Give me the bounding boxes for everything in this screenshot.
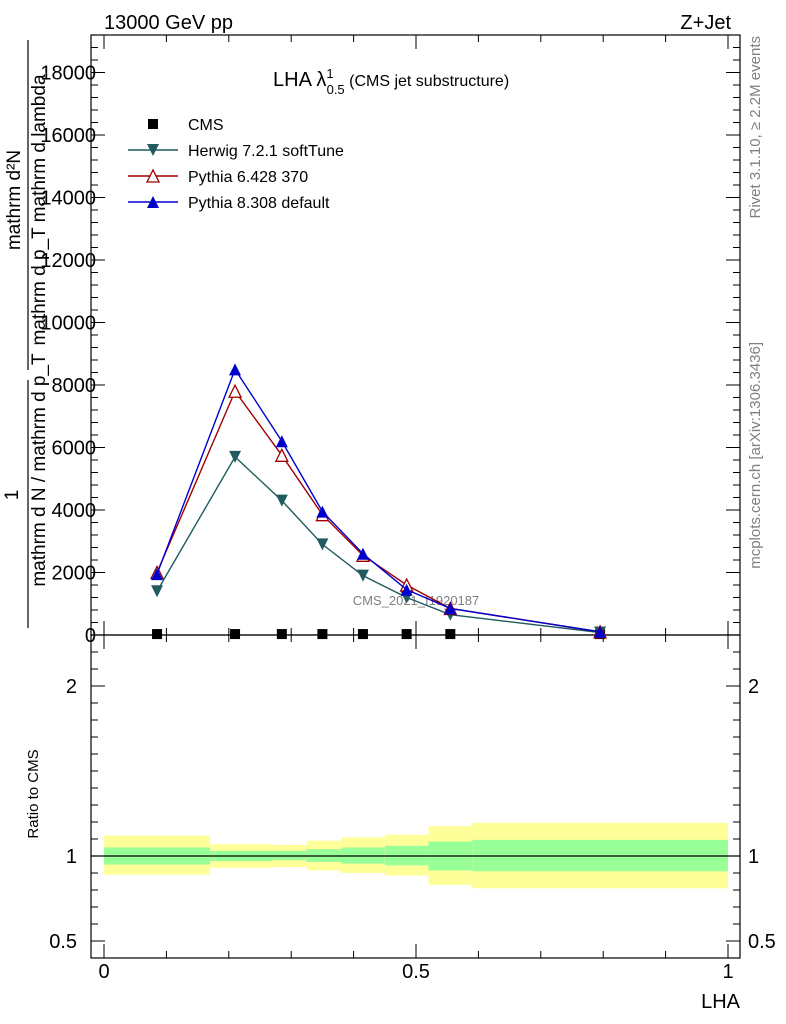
ylabel-denominator: mathrm d N / mathrm d p_T <box>29 353 50 587</box>
rivet-label: Rivet 3.1.10, ≥ 2.2M events <box>747 36 764 219</box>
series-3-point-5 <box>400 583 413 596</box>
series-2-point-2 <box>274 447 289 462</box>
legend-label-2: Pythia 6.428 370 <box>188 169 308 186</box>
series-0-point-5 <box>401 629 412 640</box>
axis-ticks <box>91 34 740 958</box>
series-0-point-6 <box>445 629 456 640</box>
ratio-y-label: Ratio to CMS <box>25 749 42 838</box>
xtick-label-1: 0.5 <box>402 961 430 983</box>
series-1-point-4 <box>356 569 369 582</box>
y-tick-labels: 0 2000 4000 6000 8000 10000 12000 14000 16000 180… <box>40 63 96 648</box>
series-0-point-3 <box>317 629 328 640</box>
ytick-label-4: 8000 <box>52 375 97 397</box>
series-1-point-0 <box>151 585 164 598</box>
series-0-point-4 <box>357 629 368 640</box>
ytick-label-7: 14000 <box>40 188 96 210</box>
legend-label-3: Pythia 8.308 default <box>188 195 330 212</box>
ratio-tick-labels: 0.5 0.5 1 1 2 2 <box>49 676 776 953</box>
series-0 <box>152 629 606 640</box>
ratio-plot-frame <box>90 634 741 959</box>
series-3-point-6 <box>444 602 457 615</box>
series-1-point-3 <box>316 538 329 551</box>
legend-label-1: Herwig 7.2.1 softTune <box>188 143 344 160</box>
ytick-label-5: 10000 <box>40 313 96 335</box>
series-1-point-1 <box>229 450 242 463</box>
ytick-label-0: 0 <box>85 625 96 647</box>
ylabel-top-denominator: mathrm d p_T mathrm d lambda <box>29 74 50 345</box>
series-line-3 <box>156 367 601 633</box>
series-3 <box>151 363 607 638</box>
ylabel-top-numerator: mathrm d²N <box>4 150 25 250</box>
ytick-label-9: 18000 <box>40 63 96 85</box>
series-line-1 <box>156 455 601 634</box>
x-axis-label: LHA <box>701 991 741 1013</box>
legend-marker-0 <box>148 119 158 129</box>
legend-label-0: CMS <box>188 117 224 134</box>
series-0-point-2 <box>276 629 287 640</box>
ytick-label-3: 6000 <box>52 438 97 460</box>
title-subscript: 0.5 <box>327 82 345 97</box>
ratio-tick-label-left-1: 1 <box>66 846 77 868</box>
legend-marker-3 <box>147 196 159 208</box>
series-3-point-7 <box>594 625 607 638</box>
ytick-label-2: 4000 <box>52 500 97 522</box>
ytick-label-1: 2000 <box>52 563 97 585</box>
ratio-tick-label-left-0: 0.5 <box>49 931 77 953</box>
ytick-label-6: 12000 <box>40 250 96 272</box>
series-0-point-0 <box>152 629 163 640</box>
ratio-tick-label-right-0: 0.5 <box>748 931 776 953</box>
mcplots-label: mcplots.cern.ch [arXiv:1306.3436] <box>747 342 764 569</box>
x-tick-labels: 0 0.5 1 <box>98 961 733 983</box>
series-line-2 <box>156 389 601 633</box>
legend-marker-1 <box>147 144 159 156</box>
series-3-point-3 <box>316 505 329 518</box>
title-main: LHA λ <box>273 69 326 91</box>
series-1-point-2 <box>275 494 288 507</box>
ytick-label-8: 16000 <box>40 125 96 147</box>
ratio-tick-label-left-2: 2 <box>66 676 77 698</box>
xtick-label-2: 1 <box>722 961 733 983</box>
ylabel-numerator: 1 <box>2 490 23 501</box>
legend-marker-2 <box>145 168 161 183</box>
series-3-point-2 <box>275 435 288 448</box>
series-3-point-1 <box>229 363 242 376</box>
series-3-point-0 <box>151 568 164 581</box>
header-process: Z+Jet <box>680 12 731 34</box>
legend: CMS Herwig 7.2.1 softTune Pythia 6.428 370… <box>128 117 344 212</box>
header-energy: 13000 GeV pp <box>104 12 233 34</box>
chart-title: LHA λ1 0.5 (CMS jet substructure) <box>273 66 509 97</box>
series-0-point-1 <box>230 629 241 640</box>
series-2-point-1 <box>227 383 243 398</box>
title-superscript: 1 <box>326 66 333 81</box>
y-axis-label: mathrm d²N mathrm d p_T mathrm d lambda … <box>2 40 50 628</box>
xtick-label-0: 0 <box>98 961 109 983</box>
ratio-tick-label-right-1: 1 <box>748 846 759 868</box>
data-series <box>149 363 608 640</box>
series-1 <box>151 450 607 639</box>
title-rest: (CMS jet substructure) <box>345 73 509 90</box>
ratio-tick-label-right-2: 2 <box>748 676 759 698</box>
series-3-point-4 <box>356 547 369 560</box>
